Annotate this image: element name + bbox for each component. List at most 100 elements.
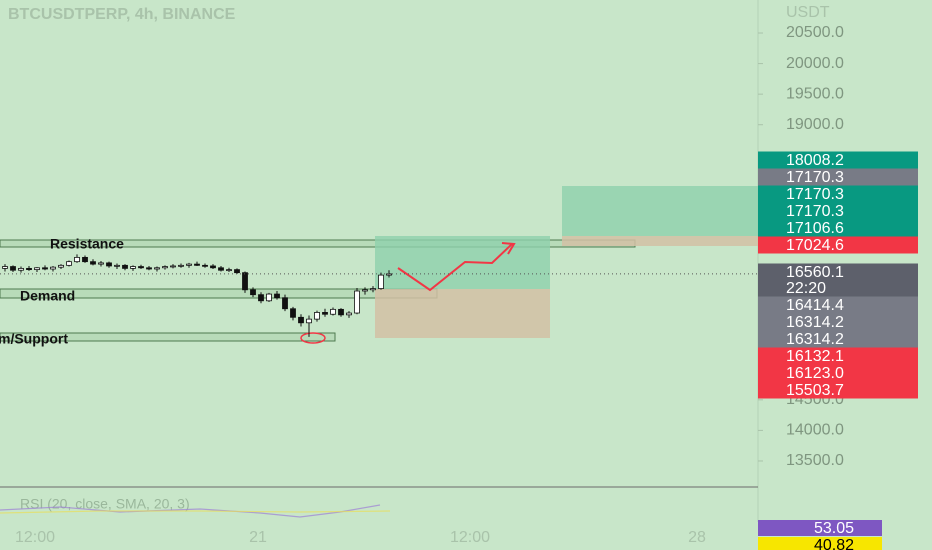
rsi-title: RSI (20, close, SMA, 20, 3) xyxy=(20,496,190,512)
candle-body xyxy=(162,266,168,269)
target-box xyxy=(375,236,550,289)
zone-label: m/Support xyxy=(0,331,68,347)
candle-body xyxy=(18,267,24,271)
price-badge xyxy=(758,347,918,365)
y-tick-label: 14000.0 xyxy=(786,422,844,439)
candle-body xyxy=(226,269,232,272)
price-badge xyxy=(758,219,918,237)
candle-body xyxy=(218,267,224,271)
candle-body xyxy=(186,263,192,266)
candle-body xyxy=(82,256,88,263)
candle-body xyxy=(298,316,304,324)
currency: USDT xyxy=(786,4,830,21)
candle-body xyxy=(10,266,16,271)
candle-body xyxy=(58,264,64,268)
price-badge xyxy=(758,313,918,331)
price-badge xyxy=(758,168,918,186)
candle-body xyxy=(66,261,72,266)
y-tick-label: 20000.0 xyxy=(786,55,844,72)
candle-body xyxy=(362,289,368,292)
price-badge xyxy=(758,381,918,399)
candle-body xyxy=(282,297,288,310)
candle-body xyxy=(266,293,272,302)
candle-body xyxy=(74,256,80,263)
candle-body xyxy=(170,265,176,268)
symbol-title: BTCUSDTPERP, 4h, BINANCE xyxy=(8,6,236,23)
price-badge-text: 17106.6 xyxy=(786,220,844,237)
candle-body xyxy=(322,312,328,315)
price-badge-text: 22:20 xyxy=(786,280,826,297)
price-badge xyxy=(758,364,918,382)
candle-body xyxy=(2,266,8,269)
time-label: 12:00 xyxy=(450,529,490,546)
candle-body xyxy=(290,308,296,318)
candle-body xyxy=(106,262,112,267)
rsi-badge xyxy=(758,520,882,536)
rsi-sma xyxy=(0,510,391,514)
candle-body xyxy=(98,262,104,265)
candle-body xyxy=(154,267,160,270)
candle-body xyxy=(370,288,376,291)
price-badge xyxy=(758,151,918,169)
price-badge-text: 16414.4 xyxy=(786,297,844,314)
stop-box xyxy=(375,289,550,338)
candle-body xyxy=(194,263,200,266)
price-badge-text: 18008.2 xyxy=(786,152,844,169)
y-tick-label: 13500.0 xyxy=(786,452,844,469)
candle-body xyxy=(34,267,40,271)
candle-body xyxy=(178,264,184,267)
price-badge xyxy=(758,279,918,297)
candle-body xyxy=(42,267,48,270)
price-badge-text: 16560.1 xyxy=(786,264,844,281)
price-badge-text: 17170.3 xyxy=(786,203,844,220)
zone-label: Resistance xyxy=(50,236,124,252)
y-tick-label: 19500.0 xyxy=(786,85,844,102)
candle-body xyxy=(138,266,144,269)
projection-arrow xyxy=(397,243,513,292)
price-badge-text: 17024.6 xyxy=(786,237,844,254)
price-badge xyxy=(758,202,918,220)
candle-body xyxy=(234,269,240,274)
price-badge xyxy=(758,236,918,254)
time-label: 28 xyxy=(688,529,706,546)
candle-body xyxy=(130,266,136,269)
support-zone xyxy=(0,332,336,342)
candle-body xyxy=(346,312,352,316)
time-label: 12:00 xyxy=(15,529,55,546)
time-label: 21 xyxy=(249,529,267,546)
price-badge-text: 15503.7 xyxy=(786,382,844,399)
candle-body xyxy=(330,308,336,315)
price-badge xyxy=(758,330,918,348)
candle-body xyxy=(122,264,128,269)
price-badge-text: 17170.3 xyxy=(786,186,844,203)
y-tick-label: 19000.0 xyxy=(786,116,844,133)
candle-body xyxy=(210,265,216,269)
rsi-badge xyxy=(758,537,882,550)
price-badge-text: 16123.0 xyxy=(786,365,844,382)
candle-body xyxy=(258,294,264,302)
candle-body xyxy=(250,289,256,296)
stop-box-2 xyxy=(562,236,758,246)
low-marker xyxy=(300,332,326,344)
candle-body xyxy=(354,290,360,314)
candle-body xyxy=(274,293,280,299)
time-axis xyxy=(0,523,758,550)
candle-body xyxy=(50,266,56,270)
zone-label: Demand xyxy=(20,288,75,304)
candle-body xyxy=(114,264,120,267)
candle-body xyxy=(146,267,152,270)
candle-body xyxy=(378,274,384,289)
candle-body xyxy=(306,318,312,324)
price-badge-text: 16132.1 xyxy=(786,348,844,365)
candle-body xyxy=(26,267,32,271)
candle-body xyxy=(90,261,96,265)
candle-body xyxy=(314,312,320,320)
price-badge-text: 16314.2 xyxy=(786,331,844,348)
price-badge xyxy=(758,263,918,281)
candle-body xyxy=(338,308,344,316)
price-badge-text: 17170.3 xyxy=(786,169,844,186)
candle-body xyxy=(242,272,248,291)
price-badge-text: 16314.2 xyxy=(786,314,844,331)
candle-body xyxy=(202,264,208,267)
